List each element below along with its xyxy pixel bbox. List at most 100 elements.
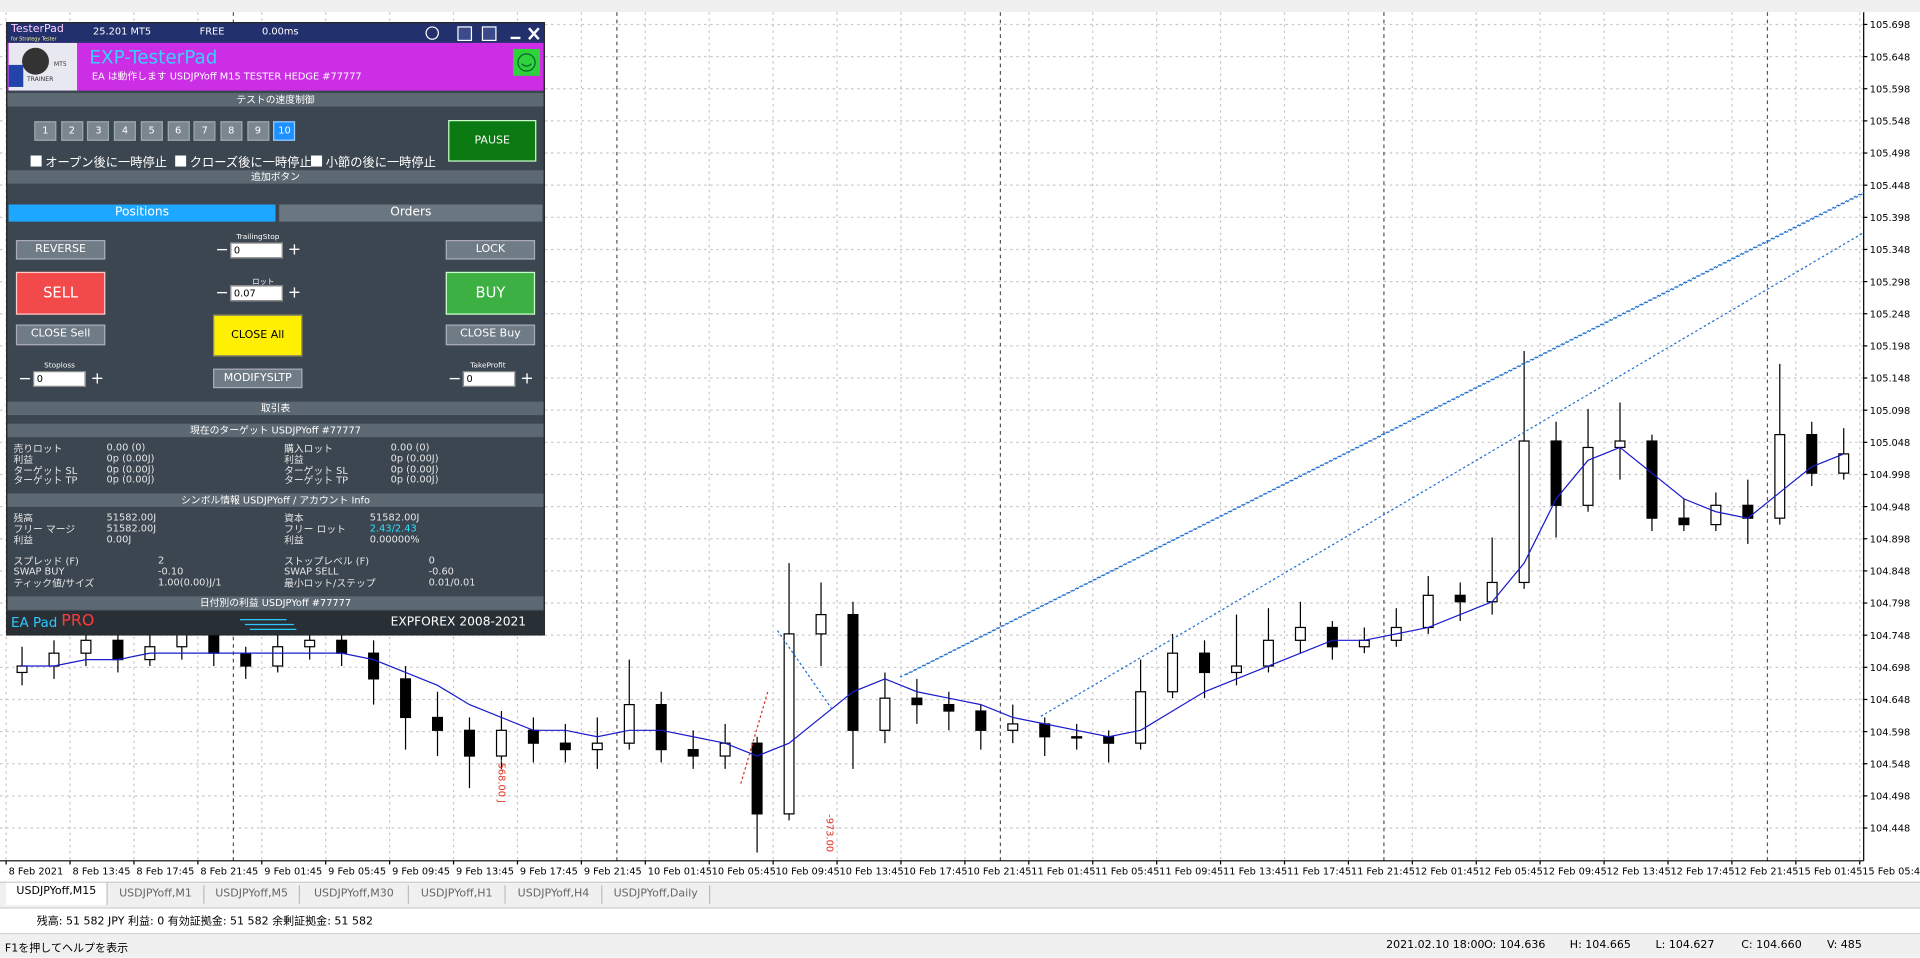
info-key: 資本 [284,513,304,525]
chart-tab[interactable]: USDJPYoff,M5 [204,885,301,904]
close-buy-button[interactable]: CLOSE Buy [445,324,536,346]
chart-tab[interactable]: USDJPYoff,M15 [6,882,108,905]
checkbox[interactable] [30,155,42,167]
candle-body [623,703,635,744]
lot-input[interactable]: 0.07 [230,285,283,302]
chart-tab[interactable]: USDJPYoff,H1 [408,885,506,904]
y-tick-label: 105.148 [1870,374,1910,385]
orders-tab[interactable]: Orders [279,204,543,222]
info-value: 0.01/0.01 [428,576,476,588]
chart-tab[interactable]: USDJPYoff,M1 [107,885,205,904]
header [7,42,544,91]
chart-tab[interactable]: USDJPYoff,H4 [505,885,603,904]
y-tick-label: 105.698 [1870,20,1910,31]
speed-section[interactable]: テストの速度制御 [7,93,544,107]
speed-button[interactable]: 2 [60,121,83,141]
plus[interactable]: + [287,241,302,260]
takeprofit-input[interactable]: 0 [462,371,516,387]
trade-line [905,192,1864,676]
status-high: H: 104.665 [1569,939,1631,952]
info-value: -0.10 [157,565,184,577]
candle-body [655,703,667,751]
close-icon[interactable] [528,27,540,40]
toolbar [0,0,1920,13]
daily-section[interactable]: 日付別の利益 USDJPYoff #77777 [7,596,544,610]
x-tick-label: 11 Feb 21:45 [1351,866,1415,877]
candle-body [1678,517,1690,526]
minus[interactable]: − [448,369,462,389]
chart-tab[interactable]: USDJPYoff,Daily [602,885,711,904]
target-section[interactable]: 現在のターゲット USDJPYoff #77777 [7,423,544,438]
info-value: 51582.00J [106,511,157,523]
status-bar [0,934,1920,958]
chart-tab[interactable]: USDJPYoff,M30 [300,885,409,904]
checkbox-close[interactable]: クローズ後に一時停止 [175,152,312,170]
candle-body [559,742,571,751]
checkbox[interactable] [311,155,323,167]
minus[interactable]: − [215,284,229,303]
info-value: 0p (0.00J) [390,463,439,475]
candle-body [400,678,412,719]
candle-body [1774,433,1786,519]
reverse-button[interactable]: REVERSE [15,240,106,260]
status-close: C: 104.660 [1741,939,1802,952]
trailing-input[interactable]: 0 [230,242,283,259]
plus[interactable]: + [520,369,534,389]
y-tick-label: 104.848 [1870,567,1910,578]
modify-button[interactable]: MODIFYSLTP [213,368,303,389]
x-tick-label: 10 Feb 05:45 [712,866,776,877]
candle-body [1742,504,1754,519]
speed-button[interactable]: 5 [140,121,163,141]
x-tick-label: 10 Feb 21:45 [967,866,1031,877]
info-key: 購入ロット [284,443,334,455]
account-row [0,907,1920,935]
candle-body [112,639,124,661]
candle-body [815,613,827,635]
lock-button[interactable]: LOCK [445,240,536,260]
info-section[interactable]: シンボル情報 USDJPYoff / アカウント Info [7,493,544,507]
buy-button[interactable]: BUY [445,271,536,315]
close-sell-button[interactable]: CLOSE Sell [15,324,106,346]
info-key: ストップレベル (F) [284,555,370,567]
stoploss-input[interactable]: 0 [33,371,86,387]
logo [8,42,78,91]
extra-section[interactable]: 追加ボタン [7,170,544,184]
speed-button[interactable]: 1 [34,121,57,141]
candle-body [272,646,284,667]
speed-button[interactable]: 10 [273,121,296,141]
help-icon[interactable] [457,26,473,42]
x-tick-label: 10 Feb 01:45 [648,866,712,877]
sell-button[interactable]: SELL [15,271,106,315]
y-tick-label: 104.648 [1870,695,1910,706]
positions-tab[interactable]: Positions [8,204,276,222]
candle-body [1262,639,1274,667]
speed-button[interactable]: 9 [246,121,269,141]
info-icon[interactable] [425,26,439,40]
trade-line [1040,232,1864,717]
title-bar [7,23,544,43]
speed-button[interactable]: 7 [193,121,216,141]
info-value: 0p (0.00J) [106,452,155,464]
y-tick-label: 104.898 [1870,534,1910,545]
settings-icon[interactable] [481,26,497,42]
info-value: 0.00 (0) [390,442,430,454]
checkbox-open[interactable]: オープン後に一時停止 [30,152,167,170]
info-value: 1.00(0.00)J/1 [157,576,222,588]
trades-section[interactable]: 取引表 [7,401,544,416]
close-all-button[interactable]: CLOSE All [213,314,303,357]
speed-button[interactable]: 8 [220,121,243,141]
minus[interactable]: − [18,369,32,389]
plus[interactable]: + [90,369,104,389]
plus[interactable]: + [287,284,302,303]
speed-button[interactable]: 3 [87,121,110,141]
y-tick-label: 105.598 [1870,84,1910,95]
candle-body [1518,440,1530,584]
speed-button[interactable]: 6 [167,121,190,141]
speed-button[interactable]: 4 [113,121,137,141]
checkbox-bar[interactable]: 小節の後に一時停止 [311,152,436,170]
status-smiley [513,48,541,76]
trade-line [899,191,1864,678]
checkbox[interactable] [175,155,187,167]
pause-button[interactable]: PAUSE [448,120,537,162]
minus[interactable]: − [215,241,229,260]
